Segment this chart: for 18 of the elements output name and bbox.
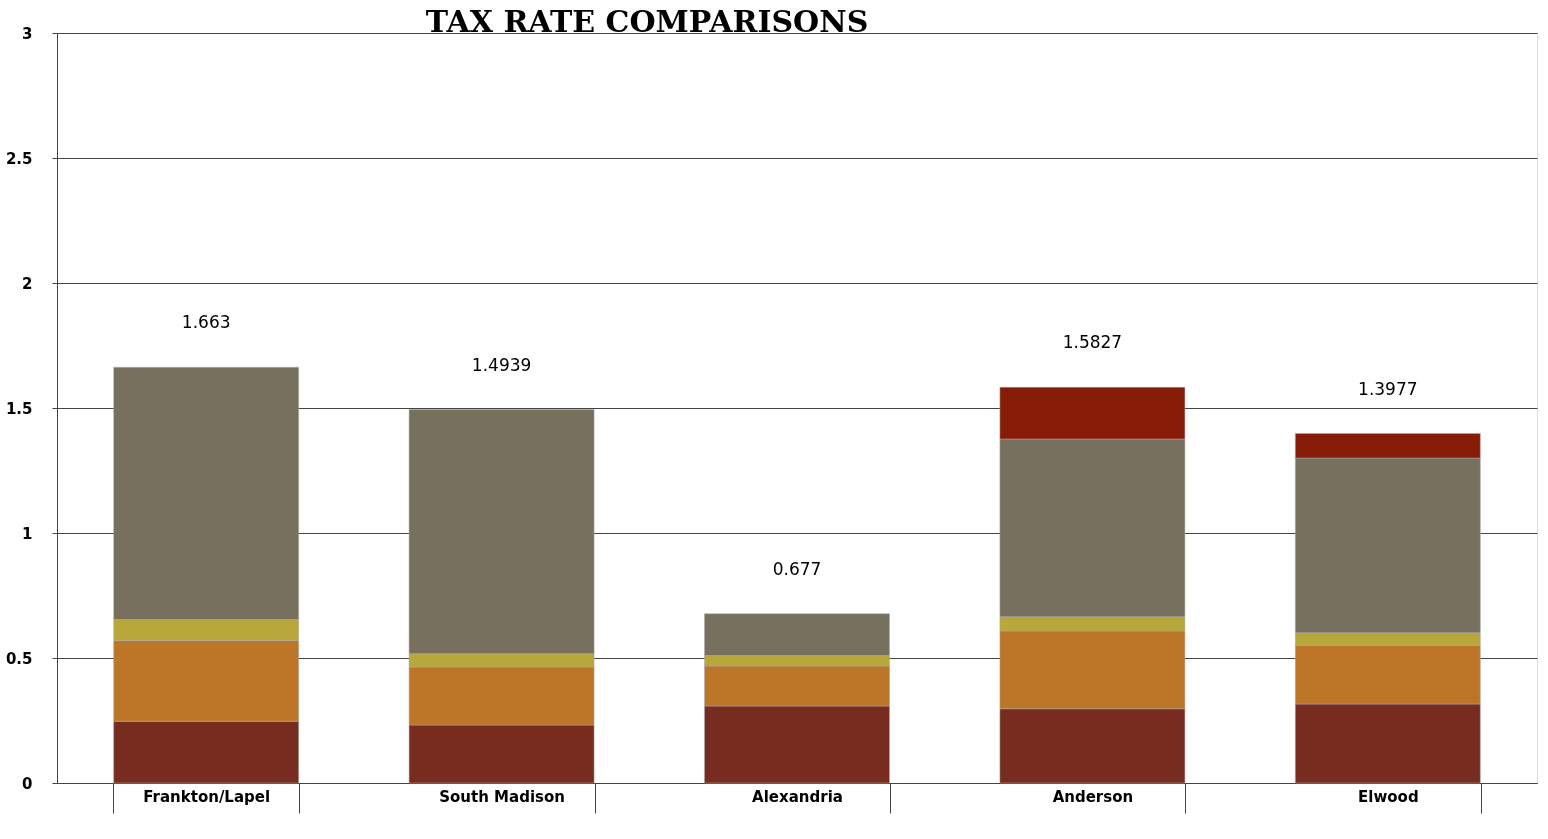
y-tick-label: 3 [22,24,33,43]
x-tick-label: Anderson [1052,787,1134,806]
y-tick-label: 0 [22,774,33,793]
x-tick-label: Frankton/Lapel [143,787,271,806]
x-tick-label: Alexandria [752,787,843,806]
y-tick-label: 1.5 [5,399,33,418]
chart-title: TAX RATE COMPARISONS [425,4,869,39]
y-tick-label: 0.5 [5,649,33,668]
total-label: 1.5827 [1062,332,1123,353]
y-tick-label: 1 [22,524,33,543]
y-tick-label: 2.5 [5,149,33,168]
x-tick-label: South Madison [439,787,565,806]
x-tick-label: Elwood [1358,787,1419,806]
total-label: 1.3977 [1358,378,1418,399]
total-label: 0.677 [772,558,822,579]
y-tick-label: 2 [22,274,33,293]
total-label: 1.4939 [471,354,532,375]
total-label: 1.663 [181,312,231,333]
